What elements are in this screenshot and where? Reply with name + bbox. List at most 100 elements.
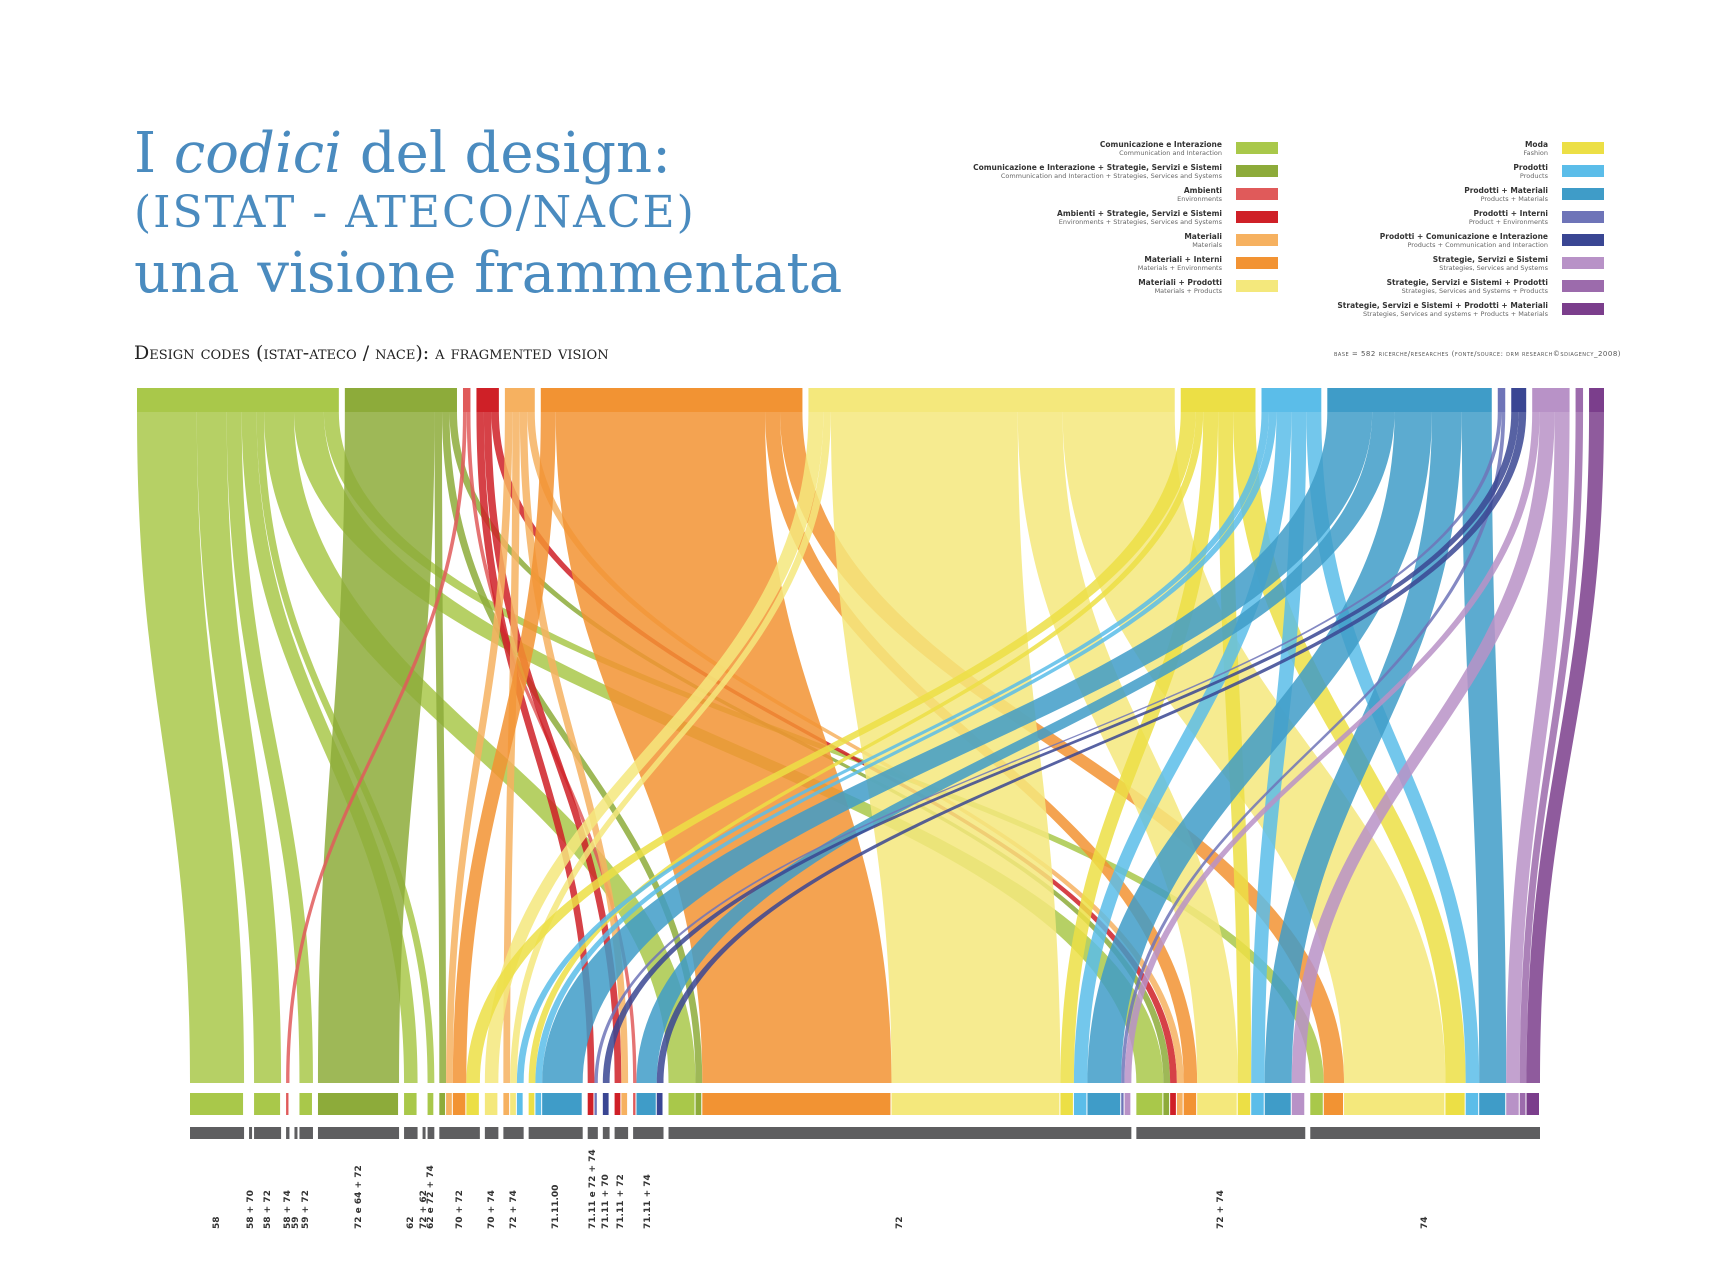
target-bar-segment [1163,1093,1170,1115]
code-group-bar [254,1127,282,1139]
flow-ribbon [196,412,282,1083]
target-bar-segment [1073,1093,1087,1115]
code-label: 72 e 64 + 72 [353,1165,364,1229]
target-bar-segment [404,1093,417,1115]
legend-sublabel: Communication and Interaction [1119,149,1222,157]
legend-sublabel: Strategies, Services and Systems + Produ… [1401,287,1548,295]
legend-swatch [1562,211,1604,223]
flow-ribbon [446,412,513,1083]
code-group-bar [317,1127,400,1139]
target-bar-segment [1519,1093,1526,1115]
source-note: base = 582 ricerche/researches (fonte/so… [1333,350,1621,358]
legend-sublabel: Products + Materials [1480,195,1548,203]
flow-ribbon [286,412,467,1083]
target-bar-segment [190,1093,244,1115]
legend-item-right-1: Prodotti Products [1513,163,1548,180]
legend-swatch [1562,303,1604,315]
code-label: 62 e 72 + 74 [425,1165,436,1229]
code-group-bar [190,1127,245,1139]
flow-ribbon [527,412,1184,1083]
source-bar [1327,388,1492,412]
target-bar-segment [542,1093,582,1115]
target-bar-segment [656,1093,663,1115]
flow-ribbon [1264,412,1462,1083]
code-group-bar [587,1127,598,1139]
target-bar-segment [466,1093,479,1115]
flow-ribbon [1526,412,1604,1083]
target-bar-segment [1170,1093,1176,1115]
legend-item-right-7: Strategie, Servizi e Sistemi + Prodotti … [1337,301,1548,318]
target-bar-segment [317,1093,399,1115]
flow-ribbon [483,412,622,1083]
code-label: 62 [405,1216,416,1229]
code-label: 59 [290,1216,301,1229]
code-label: 71.11.00 [550,1184,561,1229]
target-bar-segment [1060,1093,1073,1115]
legend-item-right-2: Prodotti + Materiali Products + Materials [1464,186,1548,203]
target-bar-segment [587,1093,594,1115]
target-bar-segment [299,1093,312,1115]
code-label: 70 + 74 [486,1190,497,1229]
target-bar-segment [1526,1093,1539,1115]
target-bar-segment [446,1093,452,1115]
code-group-bars [190,1127,1540,1139]
code-label: 71.11 + 74 [643,1174,654,1229]
code-group-bar [422,1127,426,1139]
target-bar-segment [1237,1093,1251,1115]
target-bar-segment [1121,1093,1124,1115]
legend-item-right-0: Moda Fashion [1523,140,1548,157]
source-bar [1511,388,1527,412]
target-bar-segment [1136,1093,1163,1115]
code-group-bar [602,1127,610,1139]
target-bar-segment [636,1093,656,1115]
target-bar-segment [427,1093,434,1115]
source-bar [462,388,471,412]
legend-swatch [1236,142,1278,154]
legend-swatch [1562,257,1604,269]
target-bar-segment [594,1093,597,1115]
target-bar-segment [1176,1093,1183,1115]
flow-ribbon [594,412,1502,1083]
target-bar-segment [286,1093,289,1115]
flow-ribbon [226,412,313,1083]
flow-ribbon [519,412,629,1083]
target-bar-segment [621,1093,628,1115]
source-bar [808,388,1175,412]
target-bar-segment [1479,1093,1506,1115]
legend-sublabel: Strategies, Services and Systems [1439,264,1548,272]
legend-swatch [1236,234,1278,246]
target-bar-segment [1310,1093,1323,1115]
flow-ribbon [1291,412,1555,1083]
code-group-bar [299,1127,313,1139]
target-bar-segment [439,1093,446,1115]
code-group-bar [294,1127,298,1139]
target-bar-segment [1197,1093,1237,1115]
flow-ribbon [1218,412,1252,1083]
legend-sublabel: Products [1519,172,1548,180]
code-group-bar [668,1127,1132,1139]
legend-sublabel: Environments + Strategies, Services and … [1058,218,1222,226]
target-bar-segment [254,1093,281,1115]
legend-item-right-4: Prodotti + Comunicazione e Interazione Pr… [1380,232,1548,249]
target-bar-segment [1183,1093,1197,1115]
code-label: 72 + 74 [508,1190,519,1229]
legend-sublabel: Product + Environments [1468,218,1548,226]
legend-label: Prodotti + Materiali [1464,186,1548,195]
legend-item-left-3: Ambienti + Strategie, Servizi e Sistemi E… [1057,209,1222,226]
legend-swatch [1236,165,1278,177]
flow-ribbon [516,412,1269,1083]
legend-label: Ambienti [1183,186,1222,195]
code-label: 58 [212,1216,223,1229]
flow-ribbon [510,412,831,1083]
code-label: 71.11 + 72 [616,1174,627,1229]
legend-sublabel: Materials [1192,241,1222,249]
legend-item-left-6: Materiali + Prodotti Materials + Products [1138,278,1222,295]
flow-ribbon [602,412,1519,1083]
flow-ribbon [1073,412,1292,1083]
legend-item-left-5: Materiali + Interni Materials + Environme… [1138,255,1222,272]
target-bar-segment [891,1093,1060,1115]
code-group-bar [528,1127,583,1139]
source-bar [540,388,803,412]
legend-swatch [1562,188,1604,200]
title-line1-pre: I [134,121,174,186]
